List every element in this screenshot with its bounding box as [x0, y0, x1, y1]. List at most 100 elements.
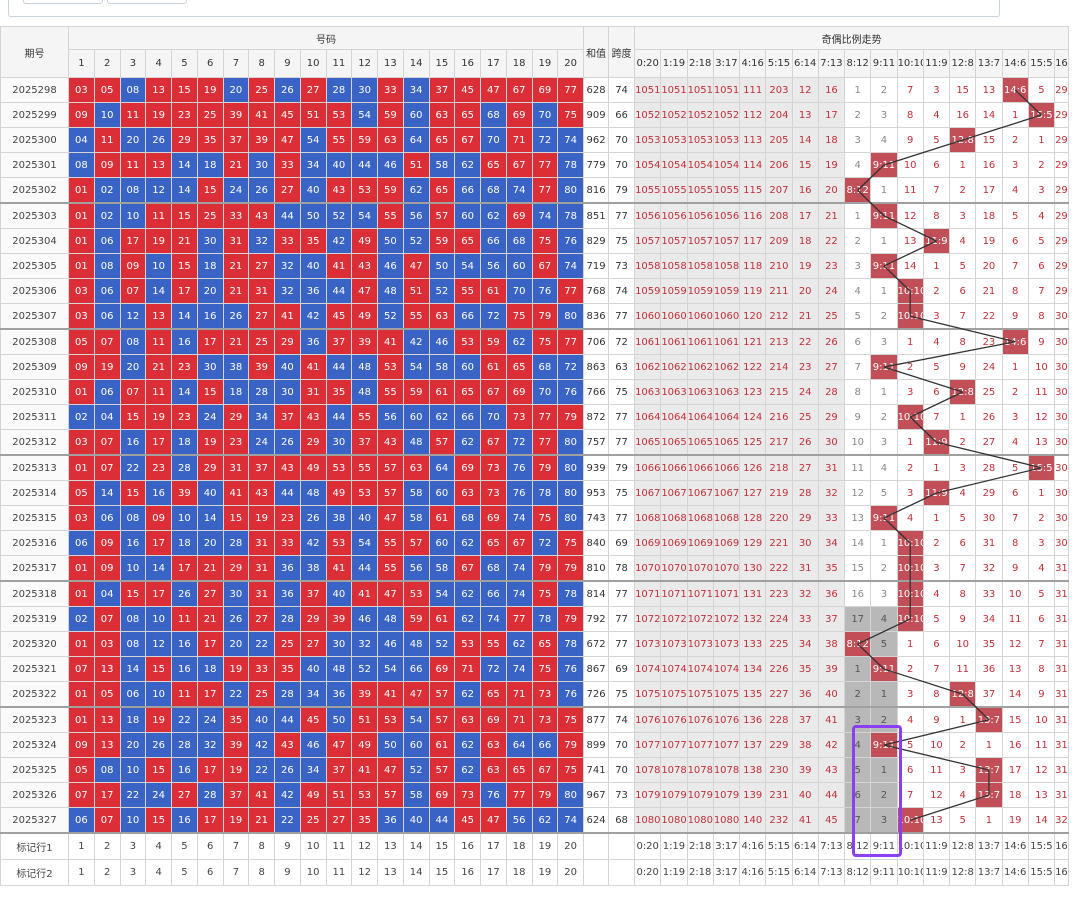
draw-row: 2025312 03 07 16 17 18 19 23 24 26 29 30 37 43 48 57 62 6…	[0, 429, 1070, 456]
omission-cell: 7	[896, 77, 924, 103]
marker-ball-cell[interactable]: 1	[68, 859, 95, 886]
marker-ball-cell[interactable]: 18	[505, 832, 533, 860]
marker-ratio-cell[interactable]: 7:13	[817, 832, 846, 860]
marker-ratio-cell[interactable]: 9:11	[870, 859, 898, 886]
marker-ball-cell[interactable]: 4	[145, 859, 172, 886]
filter-button-1[interactable]	[23, 0, 103, 4]
number-cell: 10	[119, 757, 147, 783]
number-cell: 05	[68, 328, 95, 355]
marker-ball-cell[interactable]: 3	[119, 832, 147, 860]
marker-ratio-cell[interactable]: 2:18	[686, 832, 714, 860]
marker-ball-cell[interactable]: 17	[480, 832, 507, 860]
marker-ratio-cell[interactable]: 12:8	[949, 832, 977, 860]
marker-ratio-cell[interactable]: 0:20	[634, 832, 662, 860]
marker-ball-cell[interactable]: 9	[274, 859, 301, 886]
marker-ball-cell[interactable]: 18	[505, 859, 533, 886]
marker-ratio-cell[interactable]: 2:18	[686, 859, 714, 886]
marker-ball-cell[interactable]: 15	[428, 859, 456, 886]
marker-ball-cell[interactable]: 8	[248, 832, 275, 860]
marker-ratio-cell[interactable]: 16:4	[1054, 859, 1070, 886]
sum-cell: 836	[583, 303, 610, 330]
marker-ball-cell[interactable]: 2	[93, 832, 121, 860]
marker-ratio-cell[interactable]: 4:16	[739, 859, 767, 886]
marker-ratio-cell[interactable]: 12:8	[949, 859, 977, 886]
marker-ratio-cell[interactable]: 14:6	[1001, 832, 1029, 860]
marker-ratio-cell[interactable]: 0:20	[634, 859, 662, 886]
marker-ball-cell[interactable]: 12	[351, 859, 378, 886]
marker-ball-cell[interactable]: 16	[454, 832, 481, 860]
marker-ratio-cell[interactable]: 10:10	[896, 859, 924, 886]
marker-ratio-cell[interactable]: 9:11	[870, 832, 898, 860]
marker-blank-cell	[608, 859, 636, 886]
omission-cell: 24	[791, 379, 819, 405]
marker-ratio-cell[interactable]: 11:9	[922, 859, 951, 886]
marker-ball-cell[interactable]: 14	[402, 832, 430, 860]
marker-ball-cell[interactable]: 9	[274, 832, 301, 860]
number-cell: 80	[557, 177, 585, 204]
marker-ratio-cell[interactable]: 8:12	[844, 832, 872, 860]
marker-ratio-cell[interactable]: 15:5	[1027, 832, 1056, 860]
marker-ball-cell[interactable]: 10	[299, 859, 327, 886]
omission-cell: 9	[1027, 681, 1056, 708]
marker-ratio-cell[interactable]: 13:7	[975, 859, 1003, 886]
marker-ball-cell[interactable]: 6	[196, 832, 224, 860]
marker-ball-cell[interactable]: 19	[531, 832, 559, 860]
marker-ball-cell[interactable]: 20	[557, 832, 585, 860]
marker-ball-cell[interactable]: 14	[402, 859, 430, 886]
marker-ratio-cell[interactable]: 6:14	[791, 832, 819, 860]
marker-ball-cell[interactable]: 13	[377, 832, 404, 860]
span-cell: 70	[608, 152, 636, 178]
marker-ball-cell[interactable]: 20	[557, 859, 585, 886]
omission-cell: 5	[844, 303, 872, 330]
marker-ratio-cell[interactable]: 15:5	[1027, 859, 1056, 886]
marker-ratio-cell[interactable]: 3:17	[712, 832, 741, 860]
marker-ball-cell[interactable]: 13	[377, 859, 404, 886]
marker-ball-cell[interactable]: 11	[325, 832, 353, 860]
number-cell: 69	[428, 656, 456, 682]
omission-cell: 21	[975, 278, 1003, 304]
marker-ball-cell[interactable]: 4	[145, 832, 172, 860]
marker-ball-cell[interactable]: 6	[196, 859, 224, 886]
marker-ball-cell[interactable]: 2	[93, 859, 121, 886]
omission-cell: 5	[922, 354, 951, 380]
marker-ratio-cell[interactable]: 8:12	[844, 859, 872, 886]
number-cell: 66	[531, 732, 559, 758]
marker-ball-cell[interactable]: 5	[171, 832, 198, 860]
marker-ratio-cell[interactable]: 5:15	[765, 859, 793, 886]
marker-ball-cell[interactable]: 7	[222, 859, 250, 886]
marker-ratio-cell[interactable]: 13:7	[975, 832, 1003, 860]
omission-cell: 1074	[686, 656, 714, 682]
marker-ratio-cell[interactable]: 6:14	[791, 859, 819, 886]
span-cell: 79	[608, 454, 636, 481]
number-cell: 27	[171, 782, 198, 808]
marker-ball-cell[interactable]: 11	[325, 859, 353, 886]
number-cell: 69	[505, 379, 533, 405]
marker-ball-cell[interactable]: 7	[222, 832, 250, 860]
marker-ball-cell[interactable]: 15	[428, 832, 456, 860]
marker-ball-cell[interactable]: 5	[171, 859, 198, 886]
marker-ratio-cell[interactable]: 1:19	[660, 859, 688, 886]
marker-ratio-cell[interactable]: 3:17	[712, 859, 741, 886]
marker-ball-cell[interactable]: 12	[351, 832, 378, 860]
marker-ratio-cell[interactable]: 10:10	[896, 832, 924, 860]
number-cell: 19	[145, 102, 172, 128]
marker-ball-cell[interactable]: 3	[119, 859, 147, 886]
marker-ratio-cell[interactable]: 7:13	[817, 859, 846, 886]
number-cell: 62	[454, 429, 481, 456]
omission-cell: 26	[975, 404, 1003, 430]
marker-ratio-cell[interactable]: 1:19	[660, 832, 688, 860]
marker-ratio-cell[interactable]: 14:6	[1001, 859, 1029, 886]
marker-ball-cell[interactable]: 17	[480, 859, 507, 886]
marker-ball-cell[interactable]: 10	[299, 832, 327, 860]
marker-ratio-cell[interactable]: 5:15	[765, 832, 793, 860]
marker-ratio-cell[interactable]: 16:4	[1054, 832, 1070, 860]
marker-ball-cell[interactable]: 8	[248, 859, 275, 886]
number-cell: 01	[68, 555, 95, 582]
filter-button-2[interactable]	[107, 0, 187, 4]
marker-ball-cell[interactable]: 16	[454, 859, 481, 886]
marker-ball-cell[interactable]: 19	[531, 859, 559, 886]
marker-ratio-cell[interactable]: 11:9	[922, 832, 951, 860]
marker-ball-cell[interactable]: 1	[68, 832, 95, 860]
marker-ratio-cell[interactable]: 4:16	[739, 832, 767, 860]
number-cell: 34	[299, 152, 327, 178]
